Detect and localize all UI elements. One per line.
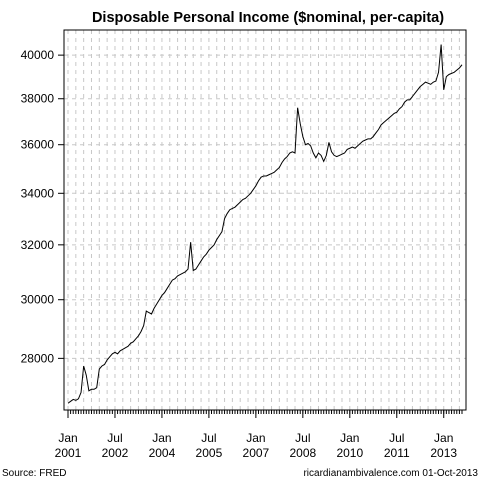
x-tick-label: Jan [246,431,265,445]
x-tick-label: Jan [152,431,171,445]
x-tick-label: 2007 [243,446,270,460]
y-axis: 28000 30000 32000 34000 36000 38000 40000 [21,30,65,410]
source-note: Source: FRED [2,468,66,479]
x-tick-label: Jul [295,431,310,445]
credit-note: ricardianambivalence.com 01-Oct-2013 [303,468,478,479]
series-line [67,44,463,404]
x-axis: Jan2001Jul2002Jan2004Jul2005Jan2007Jul20… [55,410,457,460]
x-tick-label: 2008 [289,446,316,460]
x-tick-label: Jul [107,431,122,445]
y-tick-label: 40000 [21,48,55,62]
y-tick-label: 28000 [21,351,55,365]
x-tick-label: 2004 [149,446,176,460]
x-tick-label: Jul [389,431,404,445]
y-tick-label: 32000 [21,238,55,252]
grid [64,30,466,410]
x-tick-label: Jan [340,431,359,445]
plot-frame [63,29,467,411]
x-tick-label: 2010 [336,446,363,460]
x-minor-ticks [67,410,463,414]
x-tick-label: Jan [434,431,453,445]
y-tick-label: 36000 [21,138,55,152]
x-tick-label: 2005 [196,446,223,460]
x-tick-label: 2002 [102,446,129,460]
x-tick-label: Jan [58,431,77,445]
y-tick-label: 34000 [21,186,55,200]
x-tick-label: 2011 [384,446,410,460]
chart-title: Disposable Personal Income ($nominal, pe… [92,10,444,26]
y-tick-label: 38000 [21,92,55,106]
y-tick-label: 30000 [21,293,55,307]
x-tick-label: 2013 [430,446,457,460]
x-tick-label: 2001 [55,446,82,460]
x-tick-label: Jul [201,431,216,445]
